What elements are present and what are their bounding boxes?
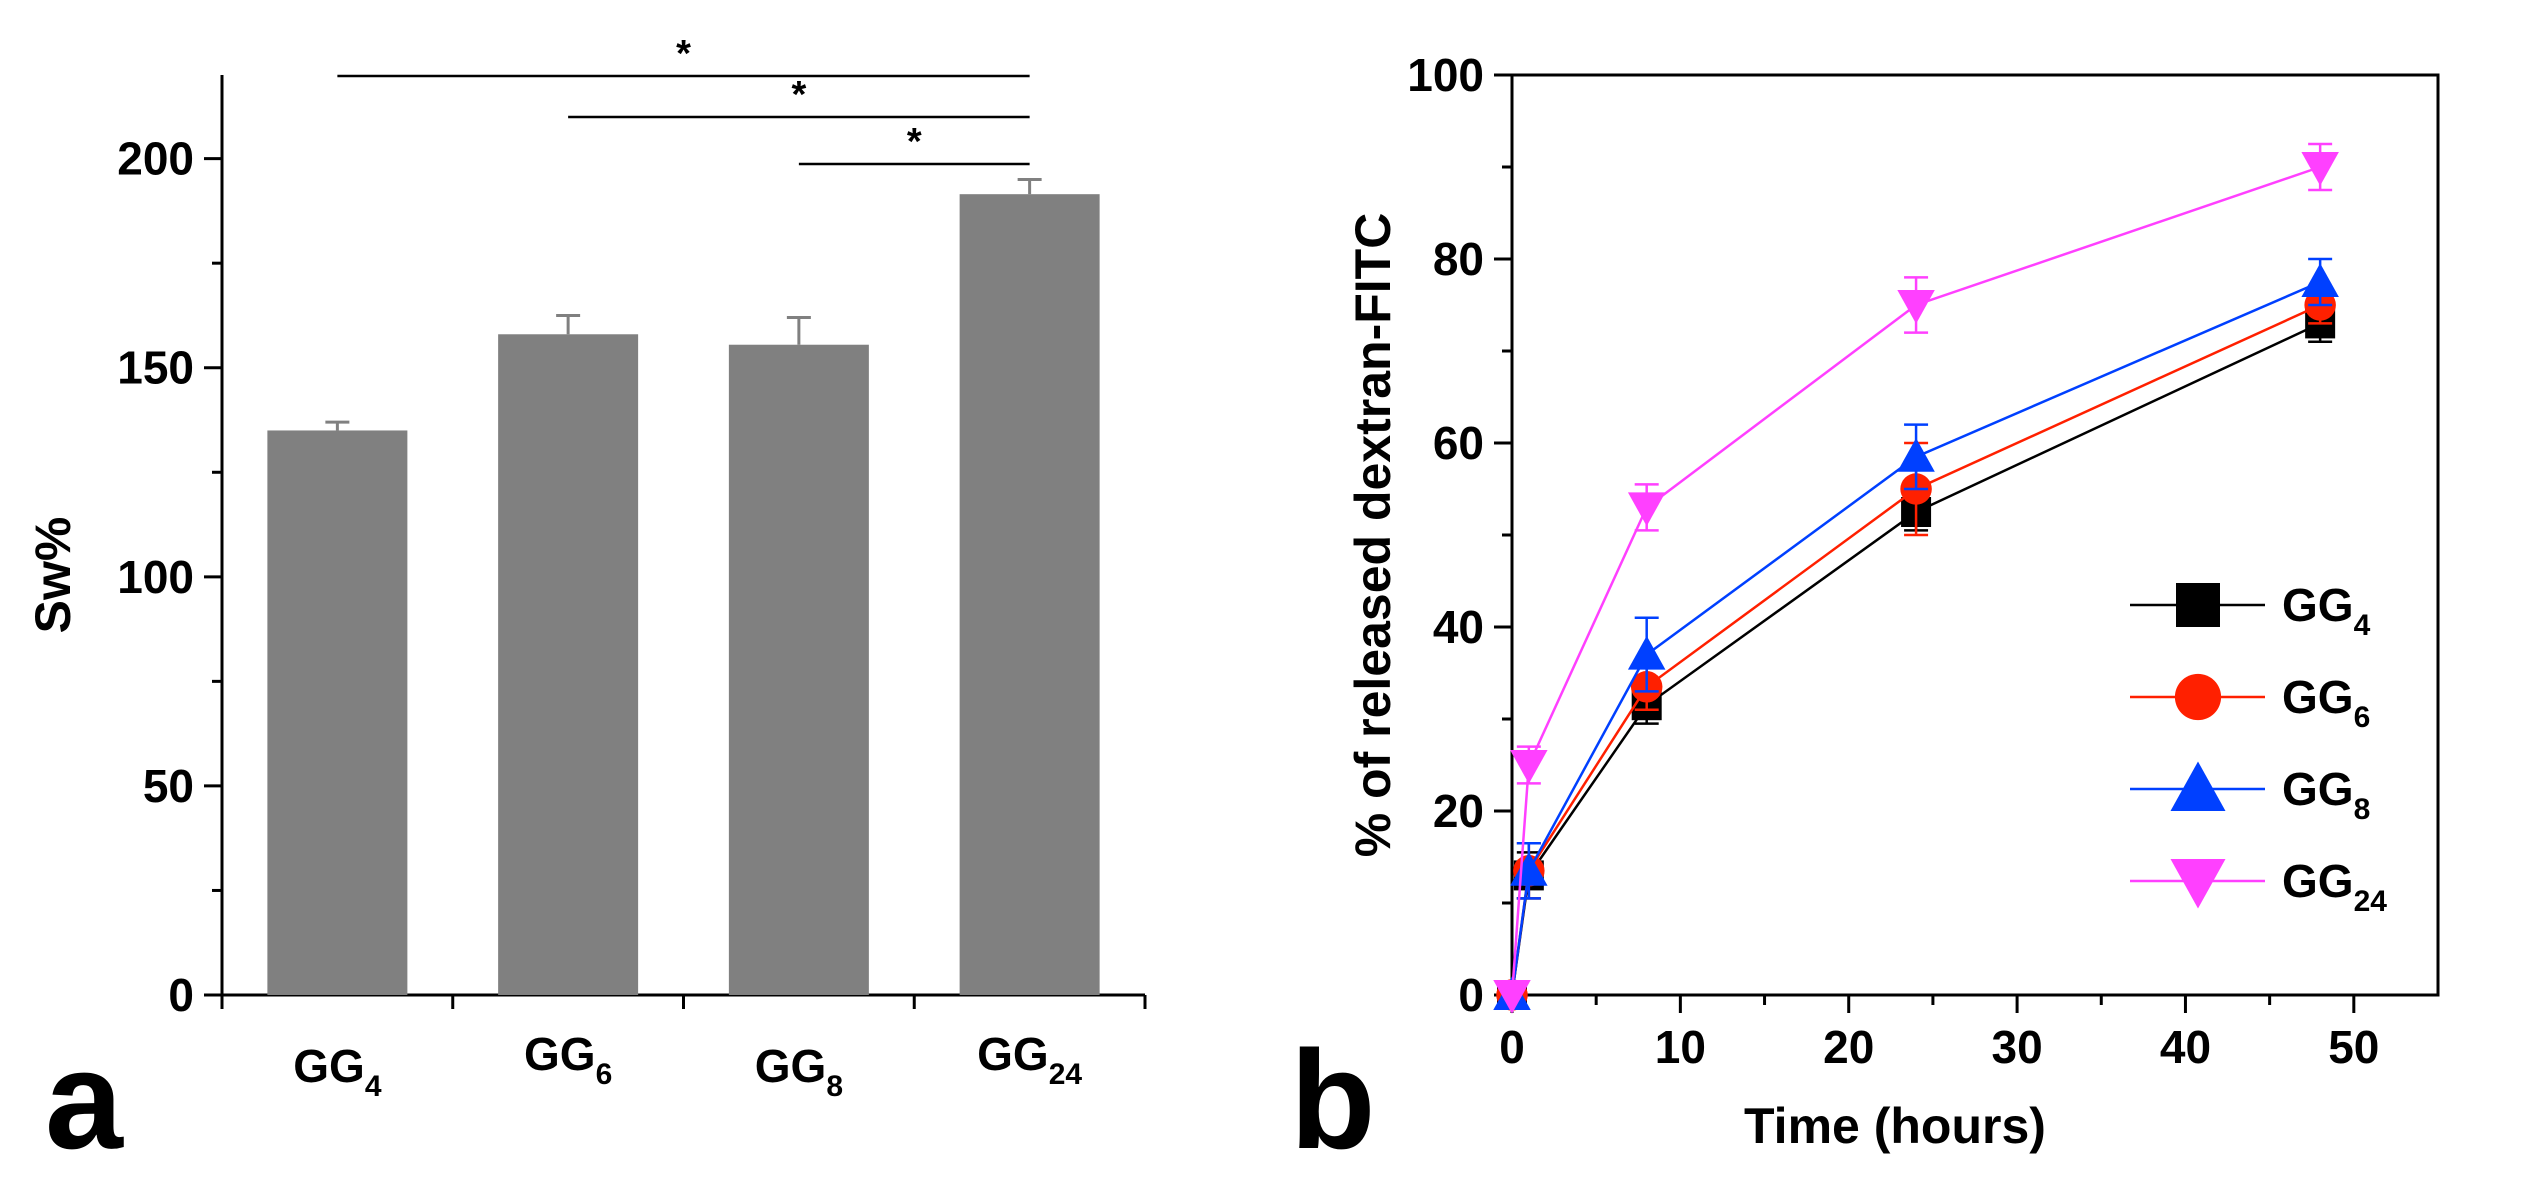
y-tick-label: 50 — [143, 760, 194, 812]
y-tick-label: 150 — [117, 342, 194, 394]
data-point — [1493, 980, 1531, 1014]
data-point — [1897, 438, 1935, 472]
significance-star: * — [676, 33, 691, 75]
series-GG6 — [1496, 285, 2336, 1011]
data-point — [2301, 152, 2339, 186]
series-GG24 — [1493, 142, 2339, 1014]
y-axis-title: % of released dextran-FITC — [1345, 213, 1401, 858]
x-tick-label: GG4 — [293, 1040, 382, 1103]
y-axis-title: Sw% — [25, 517, 81, 634]
panel-label-a: a — [45, 1021, 124, 1178]
data-point — [2301, 263, 2339, 297]
x-axis-title: Time (hours) — [1744, 1098, 2046, 1154]
legend: GG4 GG6 GG8 GG24 — [2130, 579, 2387, 918]
legend-marker — [2170, 859, 2226, 909]
x-tick-label: 10 — [1655, 1021, 1706, 1073]
legend-marker — [2170, 761, 2226, 811]
bar — [959, 194, 1100, 995]
legend-marker — [2174, 673, 2222, 721]
y-tick-label: 40 — [1433, 601, 1484, 653]
legend-label: GG24 — [2282, 855, 2387, 918]
bar — [498, 334, 639, 996]
x-tick-label: 0 — [1499, 1021, 1525, 1073]
y-tick-label: 80 — [1433, 233, 1484, 285]
panel-label-b: b — [1290, 1021, 1376, 1178]
legend-marker — [2176, 583, 2220, 627]
y-tick-label: 0 — [1458, 969, 1484, 1021]
y-tick-label: 60 — [1433, 417, 1484, 469]
x-tick-label: GG8 — [755, 1040, 843, 1103]
x-tick-label: GG24 — [977, 1028, 1082, 1091]
panel-a-bar-chart: 0 50 100 150 200 GG4 GG6 GG8 GG24 * * * Sw% — [25, 33, 1147, 1103]
x-tick-label: 40 — [2160, 1021, 2211, 1073]
series-GG4 — [1497, 303, 2336, 1010]
legend-label: GG6 — [2282, 671, 2370, 734]
legend-label: GG8 — [2282, 763, 2370, 826]
data-point — [1627, 635, 1666, 670]
legend-label: GG4 — [2282, 579, 2371, 642]
panel-b-line-chart: 0 20 40 60 80 100 0 10 20 30 40 50 GG4 GG6 GG8 GG24 Time… — [1345, 49, 2440, 1154]
x-tick-label: 20 — [1823, 1021, 1874, 1073]
significance-star: * — [907, 121, 922, 163]
y-tick-label: 100 — [1407, 49, 1484, 101]
data-point — [1627, 492, 1666, 527]
x-tick-label: GG6 — [524, 1028, 612, 1091]
x-tick-label: 30 — [1992, 1021, 2043, 1073]
data-point — [1897, 290, 1935, 324]
y-tick-label: 20 — [1433, 785, 1484, 837]
x-tick-label: 50 — [2328, 1021, 2379, 1073]
bar — [728, 344, 869, 995]
y-tick-label: 0 — [168, 969, 194, 1021]
data-point — [1510, 750, 1548, 784]
y-tick-label: 100 — [117, 551, 194, 603]
significance-star: * — [791, 74, 806, 116]
series-GG8 — [1493, 257, 2339, 1010]
bar — [267, 430, 408, 995]
y-tick-label: 200 — [117, 133, 194, 185]
